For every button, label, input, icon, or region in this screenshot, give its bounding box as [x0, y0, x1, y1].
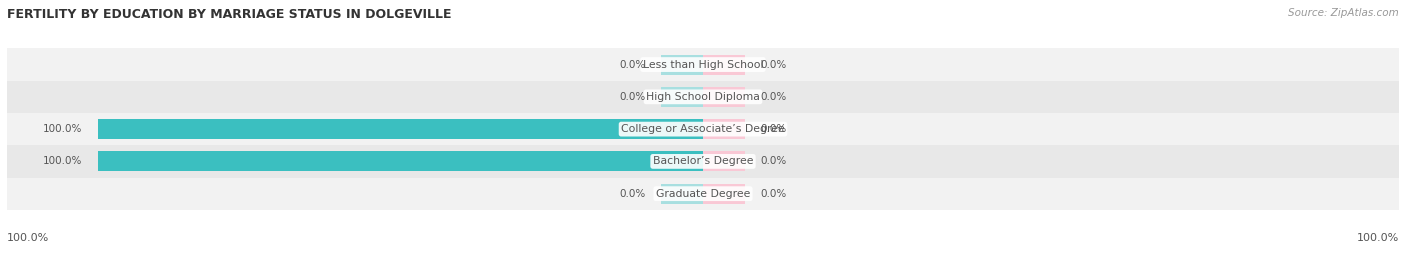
Bar [7, 145, 1399, 178]
Text: Graduate Degree: Graduate Degree [655, 189, 751, 199]
Text: Source: ZipAtlas.com: Source: ZipAtlas.com [1288, 8, 1399, 18]
Text: 100.0%: 100.0% [7, 233, 49, 243]
Bar [703, 87, 745, 107]
Bar [661, 55, 703, 75]
Bar [7, 178, 1399, 210]
Bar [7, 113, 1399, 145]
Bar [703, 55, 745, 75]
Text: 100.0%: 100.0% [44, 156, 83, 167]
Text: Less than High School: Less than High School [643, 59, 763, 70]
Text: High School Diploma: High School Diploma [647, 92, 759, 102]
Bar [661, 87, 703, 107]
Bar [661, 184, 703, 204]
Text: 0.0%: 0.0% [761, 156, 787, 167]
Text: FERTILITY BY EDUCATION BY MARRIAGE STATUS IN DOLGEVILLE: FERTILITY BY EDUCATION BY MARRIAGE STATU… [7, 8, 451, 21]
Text: 100.0%: 100.0% [44, 124, 83, 134]
Text: 0.0%: 0.0% [761, 59, 787, 70]
Bar [98, 119, 703, 139]
Text: Bachelor’s Degree: Bachelor’s Degree [652, 156, 754, 167]
Text: 0.0%: 0.0% [619, 189, 645, 199]
Text: 100.0%: 100.0% [1357, 233, 1399, 243]
Bar [7, 81, 1399, 113]
Text: 0.0%: 0.0% [761, 92, 787, 102]
Bar [7, 48, 1399, 81]
Bar [703, 119, 745, 139]
Text: College or Associate’s Degree: College or Associate’s Degree [621, 124, 785, 134]
Text: 0.0%: 0.0% [619, 92, 645, 102]
Bar [703, 184, 745, 204]
Text: 0.0%: 0.0% [619, 59, 645, 70]
Bar [98, 151, 703, 171]
Text: 0.0%: 0.0% [761, 124, 787, 134]
Text: 0.0%: 0.0% [761, 189, 787, 199]
Bar [703, 151, 745, 171]
